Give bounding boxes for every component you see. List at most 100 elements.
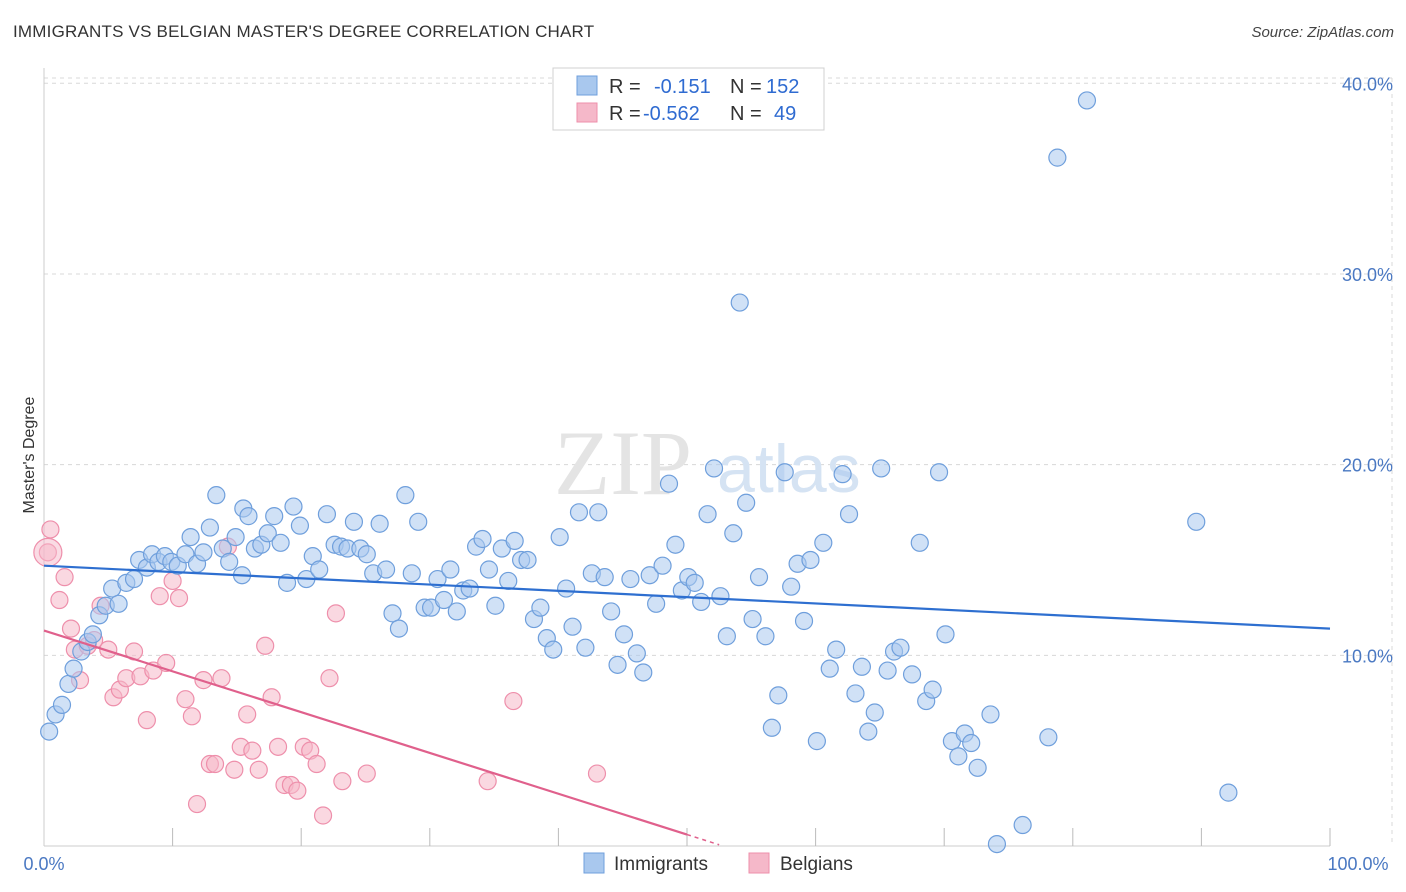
immigrants-point: [83, 625, 102, 644]
belgians-point: [320, 669, 339, 688]
immigrants-point: [627, 644, 646, 663]
bottom-legend-label-immigrants: Immigrants: [614, 854, 708, 875]
immigrants-point: [479, 560, 499, 579]
belgians-point: [41, 520, 60, 539]
immigrants-point: [749, 568, 769, 587]
belgians-points: [33, 520, 607, 825]
immigrants-point: [608, 655, 627, 674]
immigrants-point: [839, 505, 859, 524]
immigrants-point: [550, 527, 569, 547]
immigrants-point: [473, 529, 492, 549]
immigrants-point: [531, 598, 550, 617]
immigrants-point: [968, 758, 987, 777]
immigrants-point: [820, 659, 839, 678]
immigrants-point: [872, 459, 891, 478]
belgians-point: [504, 691, 523, 711]
immigrants-point: [447, 602, 466, 621]
legend-r-label-belgians: R =: [609, 103, 641, 125]
belgians-point: [288, 781, 307, 800]
immigrants-point: [704, 459, 724, 478]
belgians-point: [333, 772, 352, 791]
belgians-point: [238, 705, 257, 724]
belgians-point: [249, 760, 268, 779]
immigrants-point: [396, 486, 415, 505]
immigrants-point: [698, 505, 717, 524]
immigrants-point: [370, 514, 389, 533]
immigrants-point: [730, 293, 749, 312]
immigrants-point: [563, 617, 582, 636]
immigrants-point: [357, 545, 376, 564]
immigrants-point: [981, 705, 1000, 724]
y-tick-label: 20.0%: [1342, 456, 1393, 476]
immigrants-point: [962, 733, 981, 753]
legend-n-label-belgians: N =: [730, 103, 762, 125]
immigrants-point: [226, 527, 245, 547]
immigrants-point: [910, 533, 929, 552]
immigrants-point: [762, 718, 781, 737]
immigrants-point: [743, 609, 762, 629]
immigrants-point: [987, 834, 1007, 854]
immigrants-point: [310, 560, 329, 579]
grid: [44, 77, 1393, 846]
legend-swatch-immigrants: [576, 75, 598, 96]
legend-r-value-immigrants: -0.151: [654, 76, 711, 98]
immigrants-point: [923, 680, 942, 699]
immigrants-point: [949, 747, 968, 766]
immigrants-point: [64, 659, 83, 678]
belgians-point: [137, 711, 156, 730]
legend-r-value-belgians: -0.562: [643, 103, 700, 125]
legend: R = -0.151 N = 152 R = -0.562 N = 49: [552, 67, 825, 131]
immigrants-point: [775, 463, 794, 482]
immigrants-point: [317, 505, 337, 524]
immigrants-point: [265, 507, 284, 526]
immigrants-point: [109, 594, 128, 613]
immigrants-point: [434, 590, 454, 610]
bottom-legend-label-belgians: Belgians: [780, 854, 853, 875]
immigrants-point: [181, 527, 200, 547]
immigrants-point: [1219, 783, 1238, 802]
belgians-point: [268, 737, 288, 756]
immigrants-point: [827, 640, 846, 659]
bottom-legend-swatch-belgians: [748, 852, 770, 874]
immigrants-point: [794, 611, 814, 631]
immigrants-point: [621, 569, 640, 589]
belgians-point: [169, 589, 189, 608]
immigrants-point: [717, 627, 736, 646]
y-tick-label: 30.0%: [1342, 265, 1393, 285]
immigrants-point: [801, 550, 820, 570]
watermark-zip: ZIP: [554, 412, 692, 514]
immigrants-point: [737, 493, 756, 512]
immigrants-point: [653, 556, 672, 575]
immigrants-point: [486, 596, 505, 615]
immigrants-point: [59, 674, 78, 694]
y-tick-label: 40.0%: [1342, 74, 1393, 94]
immigrants-point: [52, 695, 72, 714]
belgians-point: [55, 568, 74, 587]
belgians-point: [307, 754, 326, 774]
immigrants-point: [207, 486, 226, 505]
immigrants-point: [194, 543, 213, 562]
immigrants-point: [782, 577, 801, 596]
immigrants-point: [936, 625, 955, 644]
immigrants-point: [833, 465, 852, 484]
immigrants-point: [376, 560, 396, 579]
belgians-point-large: [33, 537, 63, 567]
immigrants-point: [569, 503, 589, 522]
belgians-point: [326, 604, 346, 623]
y-tick-label: 10.0%: [1342, 646, 1393, 666]
source-label: Source: ZipAtlas.com: [1251, 24, 1394, 41]
bottom-legend-swatch-immigrants: [583, 852, 605, 874]
immigrants-point: [878, 661, 897, 680]
immigrants-point: [344, 512, 364, 531]
immigrants-point: [40, 722, 59, 741]
immigrants-point: [460, 579, 479, 598]
belgians-point: [50, 590, 69, 610]
legend-n-value-immigrants: 152: [766, 76, 799, 98]
y-tick-labels: 10.0% 20.0% 30.0% 40.0%: [1342, 74, 1393, 666]
immigrants-point: [852, 657, 871, 676]
x-ticks: [172, 828, 1331, 846]
immigrants-point: [640, 566, 659, 585]
immigrants-point: [389, 619, 409, 638]
immigrants-point: [846, 684, 865, 703]
belgians-point: [478, 772, 497, 791]
